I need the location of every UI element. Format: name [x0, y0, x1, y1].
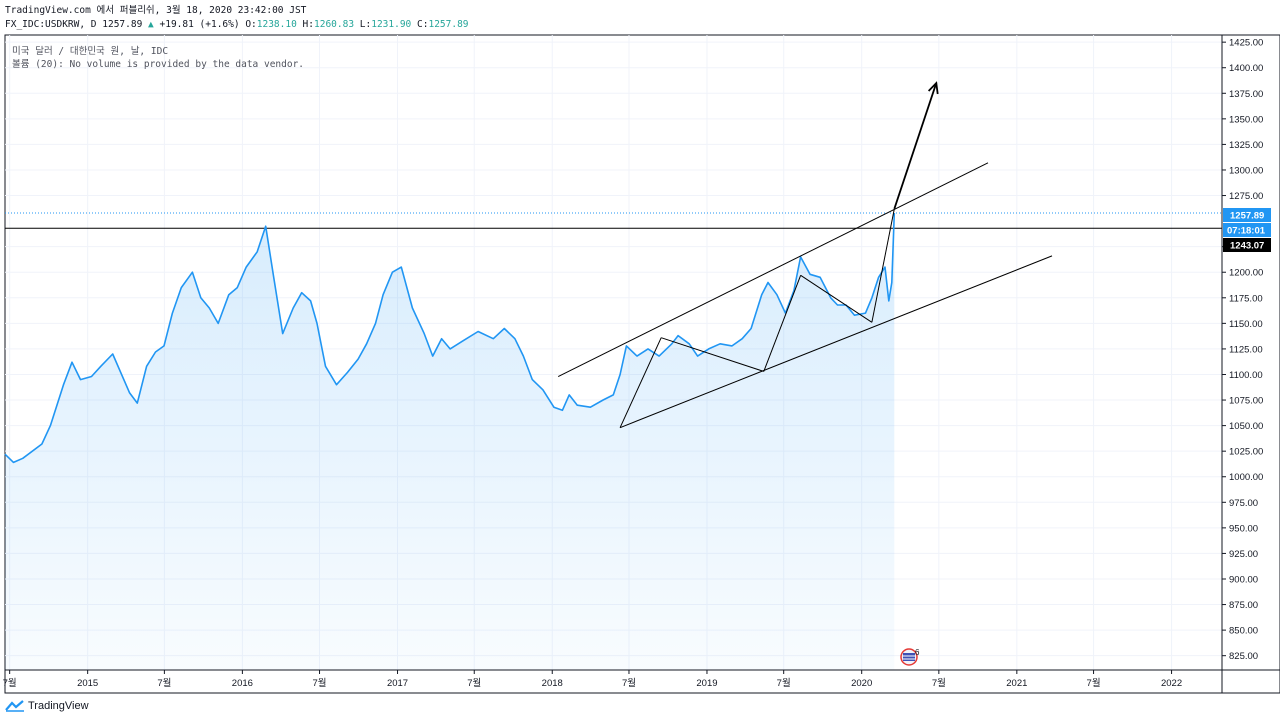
trendline — [661, 337, 764, 372]
x-tick-label: 7월 — [932, 677, 946, 689]
events-count: 6 — [915, 648, 920, 657]
low-value: 1231.90 — [371, 19, 412, 30]
y-tick-label: 1150.00 — [1229, 319, 1263, 330]
price-tag-last: 1257.89 — [1223, 208, 1271, 222]
svg-text:1257.89: 1257.89 — [1230, 211, 1264, 222]
x-axis: 7월 2015 7월 2016 7월 2017 7월 2018 7월 2019 7월 2020 7월 20… — [3, 670, 1182, 689]
y-tick-label: 1325.00 — [1229, 140, 1263, 151]
brand-name: TradingView — [28, 700, 89, 712]
economic-events-flag[interactable]: 6 — [900, 648, 920, 666]
x-tick-label: 7월 — [622, 677, 636, 689]
x-tick-label: 2022 — [1161, 678, 1182, 689]
x-tick-label: 7월 — [157, 677, 171, 689]
trendline — [763, 275, 802, 372]
countdown-tag: 07:18:01 — [1223, 223, 1271, 237]
y-tick-label: 1400.00 — [1229, 63, 1263, 74]
svg-text:1243.07: 1243.07 — [1230, 241, 1264, 252]
trendline — [871, 208, 895, 323]
trendline — [619, 337, 662, 428]
x-tick-label: 2019 — [696, 678, 717, 689]
x-tick-label: 7월 — [777, 677, 791, 689]
y-tick-label: 900.00 — [1229, 574, 1258, 585]
y-axis: 825.00 850.00 875.00 900.00 925.00 950.00 975.… — [1222, 38, 1263, 662]
ohlc-line: FX_IDC:USDKRW, D 1257.89 ▲ +19.81 (+1.6%… — [5, 19, 469, 30]
y-tick-label: 1025.00 — [1229, 447, 1263, 458]
y-tick-label: 1175.00 — [1229, 293, 1263, 304]
y-tick-label: 825.00 — [1229, 651, 1258, 662]
x-tick-label: 7월 — [1087, 677, 1101, 689]
y-tick-label: 1425.00 — [1229, 38, 1263, 49]
close-value: 1257.89 — [428, 19, 469, 30]
high-value: 1260.83 — [314, 19, 355, 30]
last-price: 1257.89 — [102, 19, 143, 30]
y-tick-label: 1075.00 — [1229, 396, 1263, 407]
plot-frame — [4, 34, 1280, 694]
y-tick-label: 1100.00 — [1229, 370, 1263, 381]
x-tick-label: 7월 — [313, 677, 327, 689]
y-tick-label: 1375.00 — [1229, 89, 1263, 100]
svg-text:07:18:01: 07:18:01 — [1227, 226, 1266, 237]
x-tick-label: 2017 — [387, 678, 408, 689]
x-tick-label: 2018 — [542, 678, 563, 689]
trendline — [800, 274, 873, 323]
x-tick-label: 2021 — [1006, 678, 1027, 689]
price-tag-level: 1243.07 — [1223, 238, 1271, 252]
y-tick-label: 1200.00 — [1229, 268, 1263, 279]
y-tick-label: 1350.00 — [1229, 114, 1263, 125]
y-tick-label: 950.00 — [1229, 523, 1258, 534]
trendline-drawings[interactable] — [557, 81, 1053, 429]
x-tick-label: 2015 — [77, 678, 98, 689]
open-value: 1238.10 — [256, 19, 297, 30]
change-arrow-icon: ▲ — [148, 19, 154, 30]
brand-footer[interactable]: TradingView — [5, 700, 89, 712]
y-tick-label: 1050.00 — [1229, 421, 1263, 432]
change: +19.81 (+1.6%) — [159, 19, 240, 30]
trendline — [619, 255, 1053, 429]
legend-title[interactable]: 미국 달러 / 대한민국 원, 날, IDC — [12, 46, 169, 57]
symbol: FX_IDC:USDKRW, D — [5, 19, 97, 30]
y-tick-label: 1000.00 — [1229, 472, 1263, 483]
arrow-head-icon — [927, 81, 939, 95]
x-tick-label: 2020 — [851, 678, 872, 689]
tradingview-logo-icon — [5, 700, 24, 712]
volume-note[interactable]: 볼륨 (20): No volume is provided by the da… — [12, 59, 305, 70]
y-tick-label: 1275.00 — [1229, 191, 1263, 202]
y-tick-label: 875.00 — [1229, 600, 1258, 611]
y-tick-label: 925.00 — [1229, 549, 1258, 560]
y-tick-label: 975.00 — [1229, 498, 1258, 509]
publish-line: TradingView.com 에서 퍼블리쉬, 3월 18, 2020 23:… — [5, 5, 307, 16]
x-tick-label: 7월 — [467, 677, 481, 689]
x-tick-label: 2016 — [232, 678, 253, 689]
y-tick-label: 1300.00 — [1229, 165, 1263, 176]
forecast-arrow — [893, 82, 938, 210]
area-fill — [5, 213, 895, 670]
x-tick-label: 7월 — [3, 677, 17, 689]
trendline — [557, 162, 989, 377]
price-line[interactable] — [4, 212, 896, 464]
y-tick-label: 850.00 — [1229, 626, 1258, 637]
y-tick-label: 1125.00 — [1229, 344, 1263, 355]
